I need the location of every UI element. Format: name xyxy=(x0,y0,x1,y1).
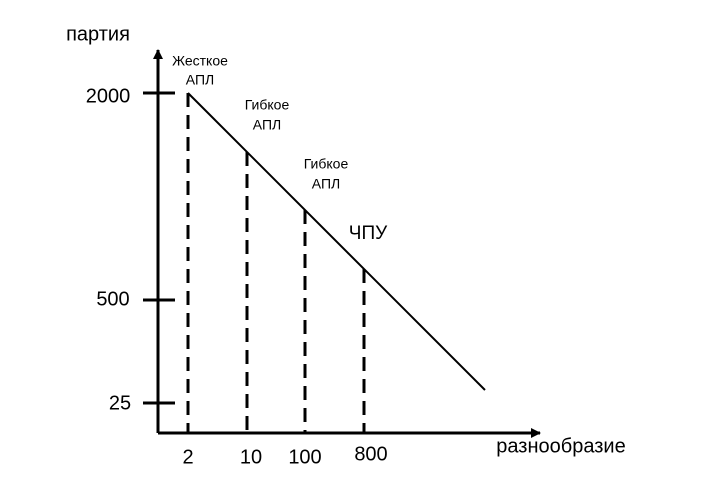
region-label: Гибкое xyxy=(304,156,349,172)
region-label: АПЛ xyxy=(312,176,340,192)
y-tick-label: 500 xyxy=(96,288,129,310)
region-label: АПЛ xyxy=(186,72,214,88)
trend-line xyxy=(187,92,486,391)
x-tick-label: 2 xyxy=(182,446,193,468)
y-tick-label: 25 xyxy=(109,392,131,414)
region-label: ЧПУ xyxy=(349,223,388,244)
x-tick-label: 800 xyxy=(354,443,387,465)
x-tick-label: 100 xyxy=(288,446,321,468)
x-axis-label: разнообразие xyxy=(496,435,625,457)
region-label: Жесткое xyxy=(172,53,228,69)
y-axis-label: партия xyxy=(66,23,130,45)
y-tick-label: 2000 xyxy=(86,85,131,107)
x-tick-label: 10 xyxy=(240,446,262,468)
region-label: АПЛ xyxy=(253,117,281,133)
region-label: Гибкое xyxy=(245,97,290,113)
